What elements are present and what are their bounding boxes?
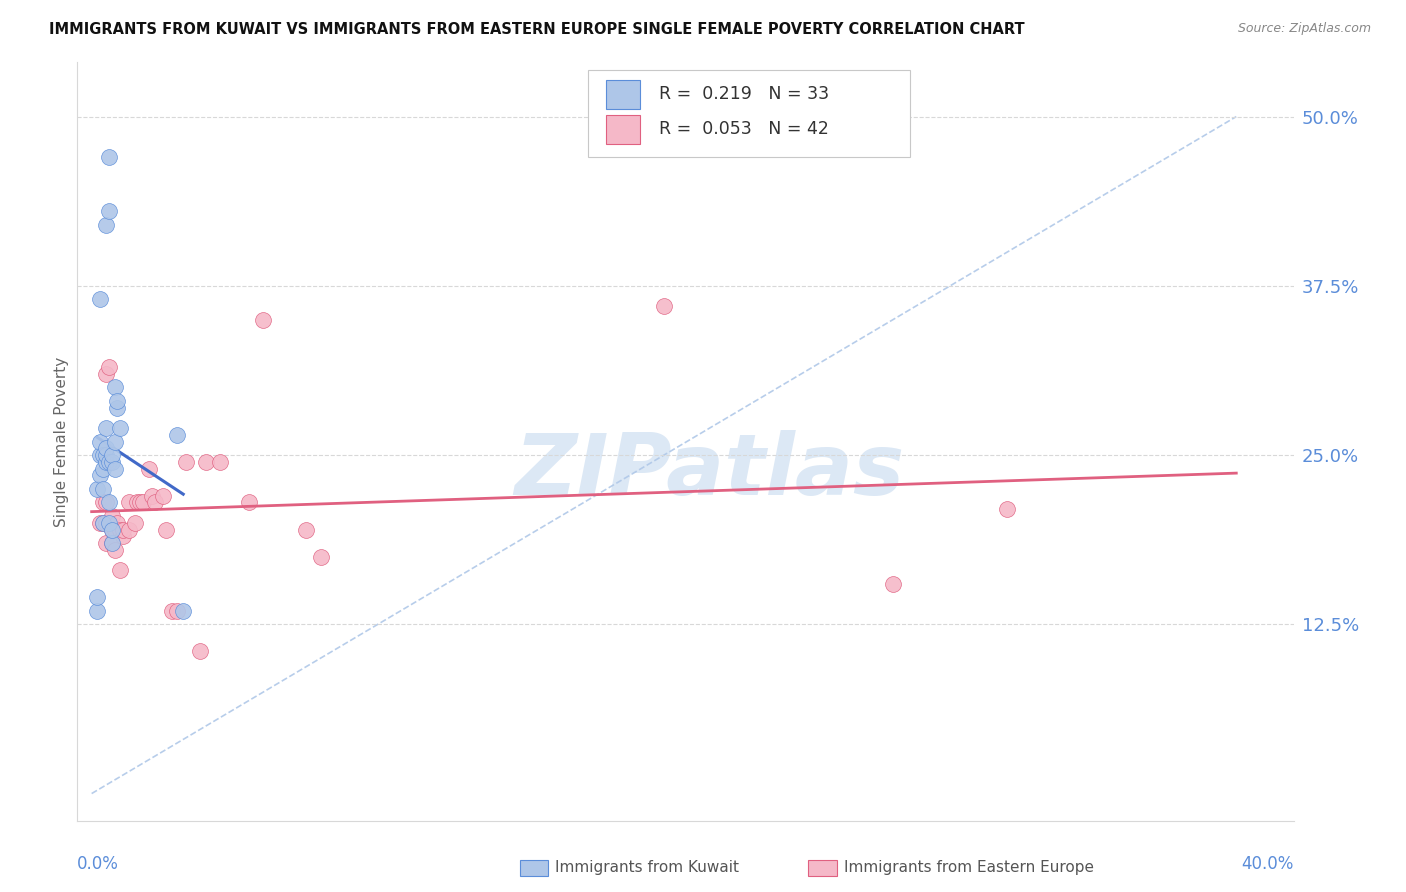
Point bbox=[94, 218, 117, 232]
Point bbox=[100, 523, 122, 537]
Point bbox=[89, 293, 111, 307]
Point bbox=[110, 523, 132, 537]
Point bbox=[166, 427, 188, 442]
Point bbox=[91, 482, 114, 496]
Point bbox=[97, 204, 120, 219]
Point bbox=[105, 401, 128, 415]
Point bbox=[309, 549, 332, 564]
Point bbox=[94, 442, 117, 456]
Point bbox=[110, 421, 132, 435]
Point bbox=[97, 495, 120, 509]
Point bbox=[100, 508, 122, 523]
Point bbox=[105, 393, 128, 408]
Point bbox=[89, 468, 111, 483]
Text: IMMIGRANTS FROM KUWAIT VS IMMIGRANTS FROM EASTERN EUROPE SINGLE FEMALE POVERTY C: IMMIGRANTS FROM KUWAIT VS IMMIGRANTS FRO… bbox=[49, 22, 1025, 37]
Point bbox=[86, 591, 108, 605]
Point bbox=[103, 461, 125, 475]
Point bbox=[652, 299, 675, 313]
Point bbox=[86, 482, 108, 496]
Point bbox=[91, 516, 114, 530]
Point bbox=[89, 516, 111, 530]
Text: R =  0.219   N = 33: R = 0.219 N = 33 bbox=[658, 86, 828, 103]
Point bbox=[91, 495, 114, 509]
Point bbox=[995, 502, 1018, 516]
Point bbox=[94, 495, 117, 509]
Point bbox=[155, 523, 177, 537]
Point bbox=[112, 529, 135, 543]
Point bbox=[97, 455, 120, 469]
Text: 0.0%: 0.0% bbox=[77, 855, 120, 872]
Point bbox=[252, 312, 274, 326]
Point bbox=[89, 434, 111, 449]
Point bbox=[105, 516, 128, 530]
Point bbox=[152, 489, 174, 503]
Point bbox=[94, 455, 117, 469]
Point bbox=[100, 536, 122, 550]
Point bbox=[190, 644, 212, 658]
Point bbox=[124, 516, 146, 530]
Point bbox=[100, 523, 122, 537]
Text: Immigrants from Kuwait: Immigrants from Kuwait bbox=[555, 861, 740, 875]
Point bbox=[160, 604, 183, 618]
Point bbox=[97, 150, 120, 164]
Point bbox=[103, 434, 125, 449]
Point bbox=[238, 495, 260, 509]
Point bbox=[141, 489, 163, 503]
Point bbox=[86, 604, 108, 618]
Text: 40.0%: 40.0% bbox=[1241, 855, 1294, 872]
Text: Immigrants from Eastern Europe: Immigrants from Eastern Europe bbox=[844, 861, 1094, 875]
Text: Source: ZipAtlas.com: Source: ZipAtlas.com bbox=[1237, 22, 1371, 36]
Point bbox=[94, 448, 117, 462]
Y-axis label: Single Female Poverty: Single Female Poverty bbox=[53, 357, 69, 526]
Point bbox=[100, 536, 122, 550]
Point bbox=[127, 495, 149, 509]
Point bbox=[94, 516, 117, 530]
Point bbox=[94, 536, 117, 550]
Point bbox=[172, 604, 194, 618]
Point bbox=[103, 380, 125, 394]
Point bbox=[91, 448, 114, 462]
Text: ZIPatlas: ZIPatlas bbox=[515, 430, 905, 514]
Point bbox=[112, 523, 135, 537]
Point bbox=[94, 421, 117, 435]
Point bbox=[209, 455, 232, 469]
Point bbox=[129, 495, 152, 509]
Point bbox=[295, 523, 318, 537]
FancyBboxPatch shape bbox=[606, 80, 640, 109]
Point bbox=[94, 367, 117, 381]
Text: R =  0.053   N = 42: R = 0.053 N = 42 bbox=[658, 120, 828, 138]
Point bbox=[882, 576, 904, 591]
Point bbox=[110, 563, 132, 577]
Point bbox=[174, 455, 197, 469]
Point bbox=[143, 495, 166, 509]
Point bbox=[103, 542, 125, 557]
Point bbox=[97, 516, 120, 530]
Point bbox=[100, 448, 122, 462]
Point bbox=[100, 455, 122, 469]
Point bbox=[103, 523, 125, 537]
Point bbox=[138, 461, 160, 475]
FancyBboxPatch shape bbox=[588, 70, 911, 157]
Point bbox=[91, 516, 114, 530]
Point bbox=[118, 523, 141, 537]
Point bbox=[97, 360, 120, 375]
Point bbox=[195, 455, 218, 469]
Point bbox=[89, 448, 111, 462]
Point bbox=[118, 495, 141, 509]
Point bbox=[91, 461, 114, 475]
FancyBboxPatch shape bbox=[606, 115, 640, 144]
Point bbox=[132, 495, 155, 509]
Point bbox=[166, 604, 188, 618]
